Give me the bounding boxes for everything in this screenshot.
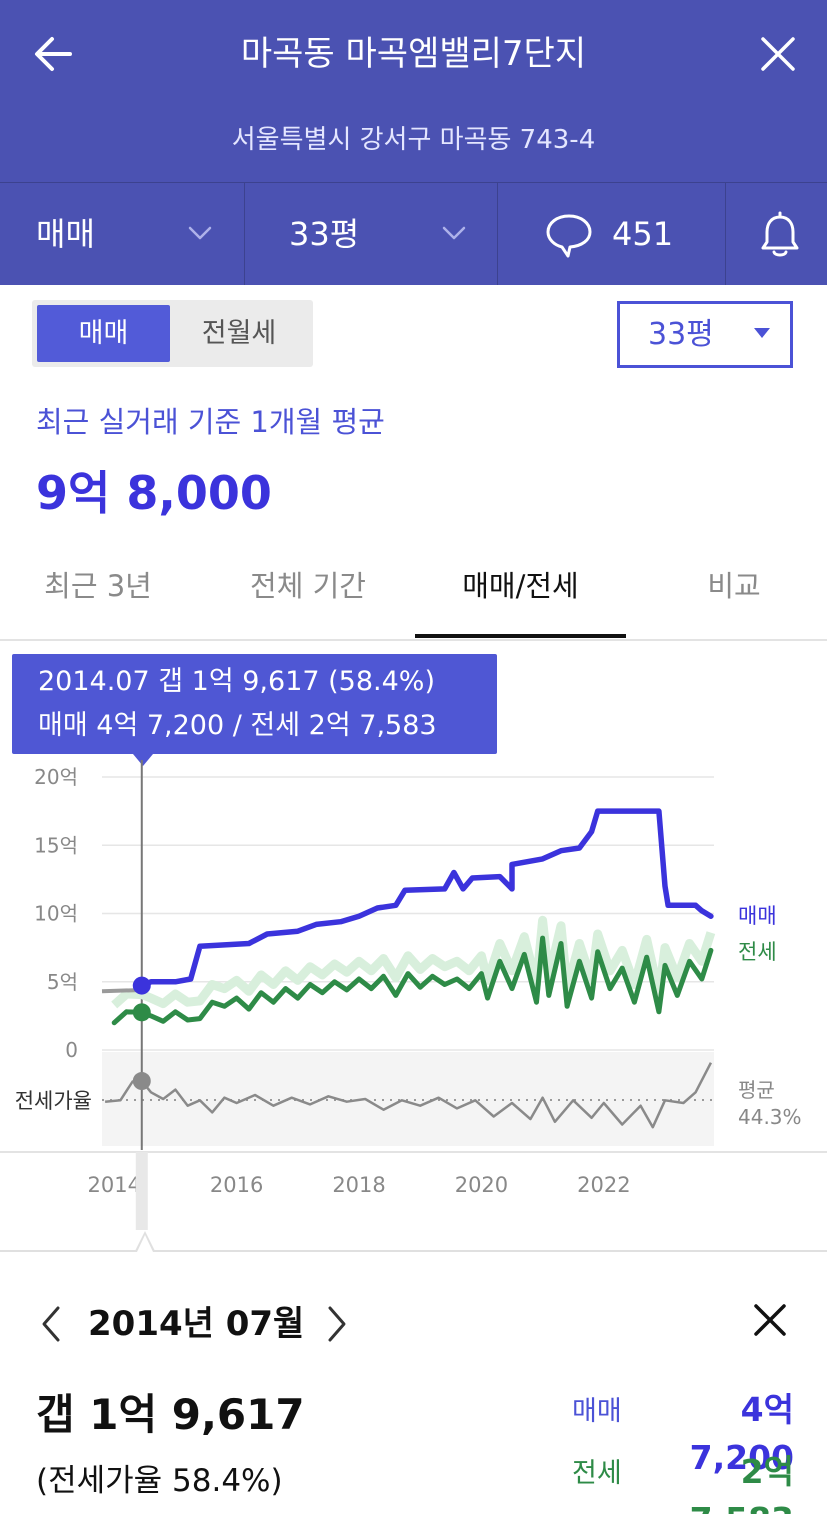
arrow-left-icon xyxy=(35,37,72,71)
deal-type-dropdown[interactable]: 매매 xyxy=(0,183,244,285)
sale-value: 4억 7,200 xyxy=(689,1390,794,1477)
deal-segment-toggle: 매매 전월세 xyxy=(32,300,313,367)
detail-close-button[interactable] xyxy=(748,1298,792,1342)
size-select[interactable]: 33평 xyxy=(617,301,793,368)
x-tick-label: 2014 xyxy=(88,1173,141,1197)
prev-month-button[interactable] xyxy=(36,1300,66,1348)
speech-bubble-icon xyxy=(546,214,592,258)
active-tab-indicator xyxy=(415,634,626,638)
price-chart[interactable]: 20억 15억 10억 5억 0 2014 2016 2018 2020 2022 매매전세전세가율… xyxy=(0,760,827,1230)
close-icon xyxy=(754,1304,786,1336)
chevron-down-icon xyxy=(188,226,212,240)
ratio-line xyxy=(104,1062,713,1129)
back-button[interactable] xyxy=(28,28,80,80)
comment-count: 451 xyxy=(612,215,674,253)
rent-range-band xyxy=(111,915,716,1009)
sale-series-label: 매매 xyxy=(738,904,777,928)
y-tick-label: 0 xyxy=(65,1038,78,1062)
y-tick-label: 10억 xyxy=(34,902,78,926)
y-tick-label: 5억 xyxy=(47,970,78,994)
close-button[interactable] xyxy=(752,28,804,80)
y-tick-label: 20억 xyxy=(34,765,78,789)
size-dropdown[interactable]: 33평 xyxy=(245,183,497,285)
notification-button[interactable] xyxy=(726,183,827,285)
segment-rent[interactable]: 전월세 xyxy=(201,318,277,349)
header-divider xyxy=(0,182,827,183)
tab-sale-rent[interactable]: 매매/전세 xyxy=(462,569,579,603)
ratio-average-value: 44.3% xyxy=(738,1105,802,1129)
tabs-divider xyxy=(0,639,827,641)
x-tick-label: 2016 xyxy=(210,1173,263,1197)
chevron-left-icon xyxy=(42,1306,60,1342)
detail-sheet-border xyxy=(0,1250,827,1252)
y-tick-label: 15억 xyxy=(34,833,78,857)
comments-button[interactable]: 451 xyxy=(498,183,725,285)
x-tick-label: 2022 xyxy=(577,1173,630,1197)
close-icon xyxy=(761,37,795,71)
average-price: 9억 8,000 xyxy=(36,466,272,520)
ratio-average-label: 평균 xyxy=(738,1078,775,1102)
next-month-button[interactable] xyxy=(322,1300,352,1348)
rent-series-label: 전세 xyxy=(738,940,777,964)
tab-all-period[interactable]: 전체 기간 xyxy=(250,569,366,603)
size-label: 33평 xyxy=(289,215,360,253)
crosshair-track xyxy=(135,1152,148,1230)
header-separator xyxy=(497,183,498,285)
rent-selected-point xyxy=(132,1003,151,1022)
header-filter-row: 매매 33평 451 xyxy=(0,183,827,285)
detail-sheet-notch-fill xyxy=(137,1235,153,1252)
chart-tooltip: 2014.07 갭 1억 9,617 (58.4%) 매매 4억 7,200 /… xyxy=(12,654,497,754)
tab-compare[interactable]: 비교 xyxy=(707,569,761,603)
x-tick-label: 2018 xyxy=(332,1173,385,1197)
caret-down-icon xyxy=(754,328,770,338)
header-separator xyxy=(725,183,726,285)
ratio-selected-point xyxy=(132,1072,151,1091)
sale-line xyxy=(139,808,714,989)
x-tick-label: 2020 xyxy=(455,1173,508,1197)
header-separator xyxy=(244,183,245,285)
sale-selected-point xyxy=(132,976,151,995)
gap-amount: 갭 1억 9,617 xyxy=(36,1390,305,1439)
rent-value: 2억 7,583 xyxy=(690,1452,794,1514)
tooltip-pointer xyxy=(133,754,153,766)
tooltip-line-gap: 2014.07 갭 1억 9,617 (58.4%) xyxy=(38,666,435,697)
rent-line xyxy=(111,935,714,1026)
sale-label: 매매 xyxy=(572,1396,622,1427)
average-caption: 최근 실거래 기준 1개월 평균 xyxy=(36,405,385,439)
period-tabs: 최근 3년 전체 기간 매매/전세 비교 xyxy=(0,548,827,640)
tooltip-line-prices: 매매 4억 7,200 / 전세 2억 7,583 xyxy=(38,710,437,741)
page-title: 마곡동 마곡엠밸리7단지 xyxy=(240,34,587,74)
rent-ratio: (전세가율 58.4%) xyxy=(36,1463,283,1499)
bell-icon xyxy=(761,211,799,257)
segment-sale[interactable]: 매매 xyxy=(37,305,170,362)
ratio-series-label: 전세가율 xyxy=(15,1089,92,1113)
address-text: 서울특별시 강서구 마곡동 743-4 xyxy=(231,125,596,155)
app-header: 마곡동 마곡엠밸리7단지 서울특별시 강서구 마곡동 743-4 매매 33평 … xyxy=(0,0,827,285)
chevron-down-icon xyxy=(442,226,466,240)
size-select-value: 33평 xyxy=(648,317,714,352)
deal-type-label: 매매 xyxy=(36,215,95,253)
detail-month: 2014년 07월 xyxy=(88,1304,305,1344)
tab-recent-3y[interactable]: 최근 3년 xyxy=(44,569,152,603)
rent-label: 전세 xyxy=(572,1458,622,1489)
chevron-right-icon xyxy=(328,1306,346,1342)
